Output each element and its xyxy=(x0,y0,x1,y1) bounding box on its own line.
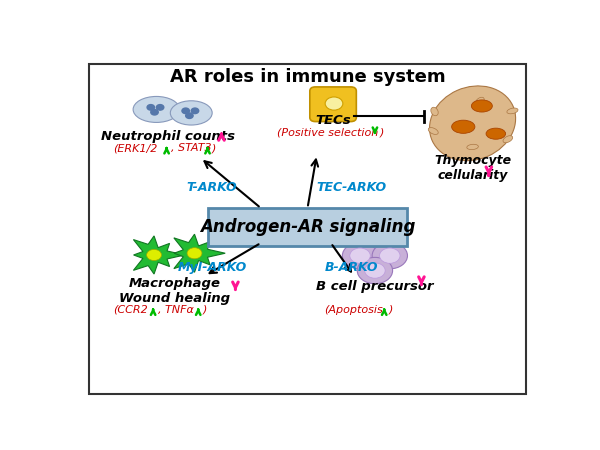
Text: (CCR2: (CCR2 xyxy=(113,305,148,315)
FancyBboxPatch shape xyxy=(208,208,407,246)
Ellipse shape xyxy=(431,107,438,116)
Text: ): ) xyxy=(389,305,393,315)
Text: Thymocyte
cellularity: Thymocyte cellularity xyxy=(434,154,511,182)
Ellipse shape xyxy=(475,97,484,105)
Circle shape xyxy=(146,249,161,261)
Text: (Positive selection: (Positive selection xyxy=(277,128,379,138)
Ellipse shape xyxy=(170,101,212,125)
Text: ): ) xyxy=(203,305,207,315)
Text: , TNFα: , TNFα xyxy=(158,305,194,315)
Text: Macrophage
Wound healing: Macrophage Wound healing xyxy=(119,277,230,306)
FancyBboxPatch shape xyxy=(310,87,356,122)
Circle shape xyxy=(365,263,385,278)
Text: TEC-ARKO: TEC-ARKO xyxy=(317,181,387,194)
Text: (Apoptosis: (Apoptosis xyxy=(324,305,383,315)
Ellipse shape xyxy=(467,144,478,149)
Ellipse shape xyxy=(472,100,493,112)
Text: Neutrophil counts: Neutrophil counts xyxy=(101,130,235,143)
Ellipse shape xyxy=(428,128,438,135)
Circle shape xyxy=(357,257,392,284)
Circle shape xyxy=(372,243,407,269)
Circle shape xyxy=(380,248,400,263)
Text: TECs: TECs xyxy=(315,114,351,127)
Circle shape xyxy=(185,113,193,118)
Circle shape xyxy=(157,104,164,110)
Text: (ERK1/2: (ERK1/2 xyxy=(113,143,158,153)
Ellipse shape xyxy=(325,97,343,110)
Ellipse shape xyxy=(133,96,179,122)
Circle shape xyxy=(147,104,155,110)
Ellipse shape xyxy=(452,120,475,133)
Text: T-ARKO: T-ARKO xyxy=(187,181,238,194)
Ellipse shape xyxy=(507,108,518,114)
Circle shape xyxy=(187,248,202,259)
Text: B cell precursor: B cell precursor xyxy=(316,279,434,292)
Text: MyI-ARKO: MyI-ARKO xyxy=(178,261,247,274)
Polygon shape xyxy=(133,236,185,274)
Circle shape xyxy=(350,248,370,263)
Circle shape xyxy=(343,243,378,269)
Ellipse shape xyxy=(503,136,512,143)
Circle shape xyxy=(191,108,199,113)
Circle shape xyxy=(182,108,190,113)
Text: Androgen-AR signaling: Androgen-AR signaling xyxy=(200,218,415,236)
Polygon shape xyxy=(174,234,225,272)
Text: ): ) xyxy=(212,143,217,153)
Text: , STAT3: , STAT3 xyxy=(171,143,212,153)
Circle shape xyxy=(151,109,158,115)
Text: B-ARKO: B-ARKO xyxy=(325,261,379,274)
Text: AR roles in immune system: AR roles in immune system xyxy=(170,68,445,86)
Ellipse shape xyxy=(430,86,515,161)
Ellipse shape xyxy=(486,128,506,139)
FancyBboxPatch shape xyxy=(89,64,526,394)
Text: ): ) xyxy=(380,128,384,138)
